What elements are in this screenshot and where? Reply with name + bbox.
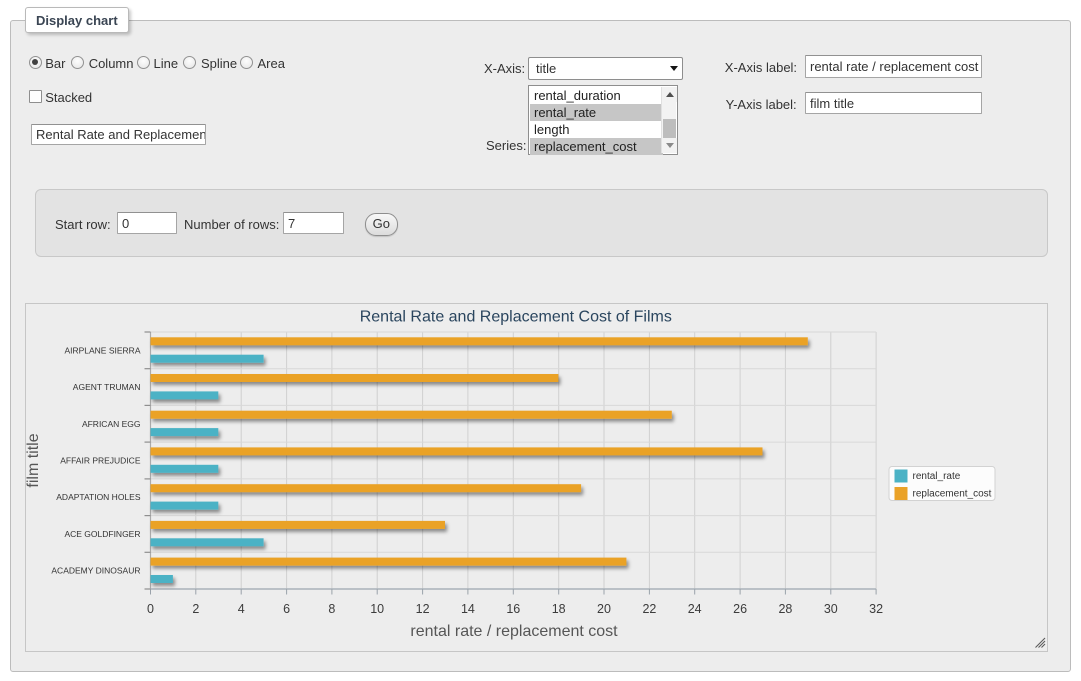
svg-text:ACADEMY DINOSAUR: ACADEMY DINOSAUR: [51, 566, 140, 576]
svg-text:AFRICAN EGG: AFRICAN EGG: [82, 419, 141, 429]
svg-text:4: 4: [238, 602, 245, 616]
svg-text:20: 20: [597, 602, 611, 616]
svg-text:8: 8: [328, 602, 335, 616]
svg-text:32: 32: [869, 602, 883, 616]
svg-text:film title: film title: [26, 433, 42, 487]
svg-text:26: 26: [733, 602, 747, 616]
svg-text:ACE GOLDFINGER: ACE GOLDFINGER: [64, 529, 140, 539]
svg-text:6: 6: [283, 602, 290, 616]
svg-text:0: 0: [147, 602, 154, 616]
svg-text:28: 28: [778, 602, 792, 616]
svg-text:22: 22: [642, 602, 656, 616]
svg-text:rental rate / replacement cost: rental rate / replacement cost: [410, 623, 618, 640]
svg-text:replacement_cost: replacement_cost: [913, 489, 992, 500]
svg-text:12: 12: [416, 602, 430, 616]
svg-text:24: 24: [688, 602, 702, 616]
svg-text:AIRPLANE SIERRA: AIRPLANE SIERRA: [64, 345, 140, 355]
svg-text:30: 30: [824, 602, 838, 616]
svg-text:AFFAIR PREJUDICE: AFFAIR PREJUDICE: [60, 456, 141, 466]
svg-text:14: 14: [461, 602, 475, 616]
svg-text:18: 18: [552, 602, 566, 616]
svg-text:rental_rate: rental_rate: [913, 471, 961, 482]
svg-text:ADAPTATION HOLES: ADAPTATION HOLES: [56, 492, 141, 502]
svg-text:AGENT TRUMAN: AGENT TRUMAN: [73, 382, 141, 392]
svg-text:2: 2: [192, 602, 199, 616]
svg-text:10: 10: [370, 602, 384, 616]
svg-text:Rental Rate and Replacement Co: Rental Rate and Replacement Cost of Film…: [360, 309, 672, 326]
svg-text:16: 16: [506, 602, 520, 616]
